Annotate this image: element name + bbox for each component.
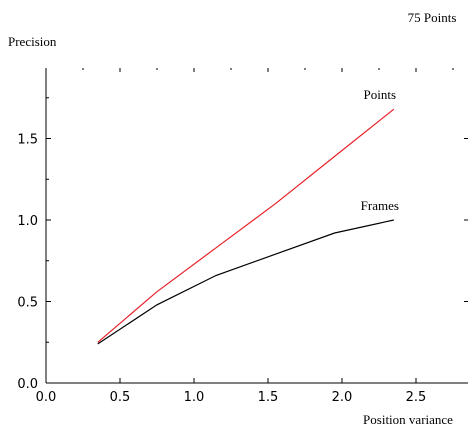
x-tick-label: 0.5 [110, 390, 131, 405]
x-axis-label: Position variance [363, 412, 453, 427]
axes: 0.0 0.5 1.0 1.5 2.0 2.5 0.0 0.5 1.0 1.5 [17, 68, 468, 405]
x-tick-label: 1.5 [258, 390, 279, 405]
y-tick-label: 0.5 [17, 296, 38, 311]
x-tick-label: 2.5 [406, 390, 427, 405]
series-labels: Points Frames [361, 87, 399, 213]
chart-title: 75 Points [408, 10, 457, 25]
y-tick-label: 1.5 [17, 133, 38, 148]
series-lines [97, 108, 395, 345]
series-line-frames [97, 219, 394, 345]
y-axis-label: Precision [8, 34, 57, 49]
x-tick-label: 2.0 [332, 390, 353, 405]
series-line-points [97, 108, 395, 343]
x-tick-label: 1.0 [184, 390, 205, 405]
x-tick-label: 0.0 [36, 390, 57, 405]
y-tick-label: 0.0 [17, 377, 38, 392]
series-label-points: Points [364, 87, 397, 102]
series-label-frames: Frames [361, 198, 399, 213]
y-tick-label: 1.0 [17, 214, 38, 229]
